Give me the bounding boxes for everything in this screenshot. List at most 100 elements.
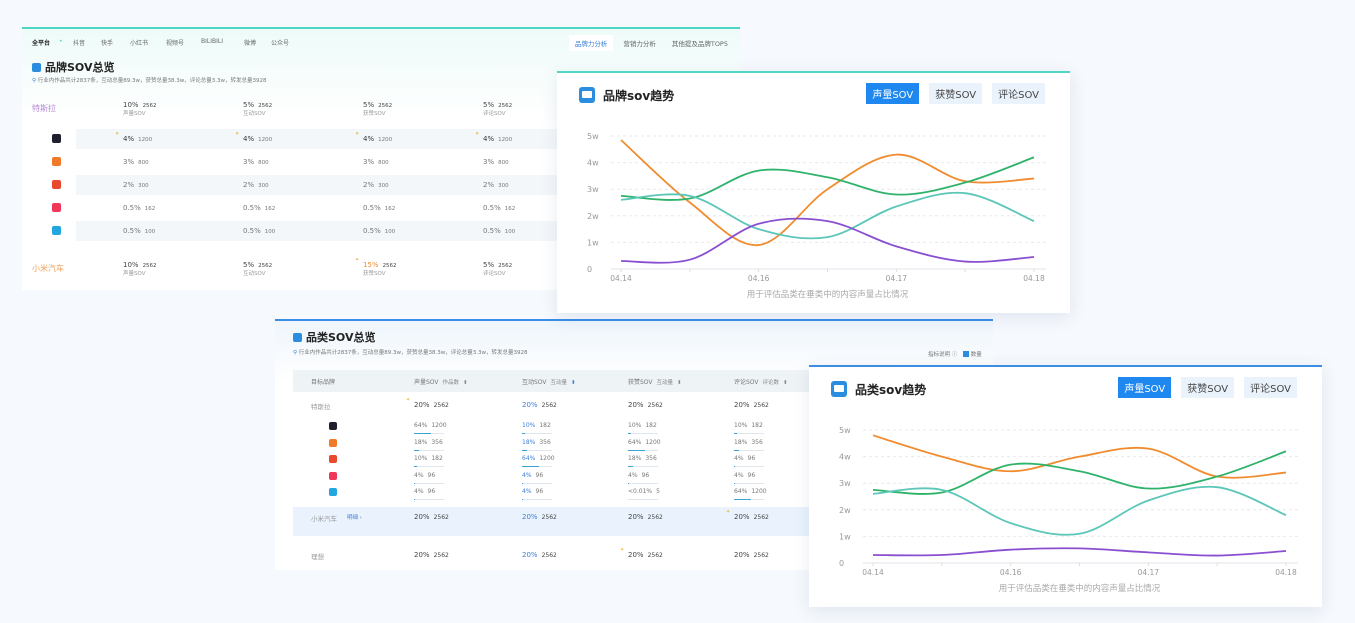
metric-label: 获赞SOV [363,111,386,117]
metric-count: 1200 [431,422,447,429]
metric-label: 互动SOV [243,271,266,277]
y-tick-label: 3w [839,479,851,488]
metric-percent: 10% [414,455,428,462]
metric-percent: 2% [363,181,375,189]
metric-percent: 3% [363,158,375,166]
metric-percent: 10% [123,261,139,269]
nav-kuaishou[interactable]: 快手 [101,40,114,47]
metric-count: 1200 [539,455,555,462]
tab-marketing-power[interactable]: 营销力分析 [623,40,656,48]
column-header[interactable]: 目标品牌 [311,377,335,386]
metric-count: 800 [258,160,269,166]
brand-metric: 20% 2562 [522,513,557,521]
share-bar-fill [628,482,630,484]
platform-metric: 0.5% 162 [363,204,395,212]
sort-icon[interactable]: ⬍ [463,380,468,386]
share-bar [628,449,658,451]
share-bar-fill [734,433,737,434]
nav-all[interactable]: 全平台 [32,40,51,47]
xiaohongshu-icon [52,180,61,189]
weibo-icon [329,471,337,480]
metric-percent: 0.5% [123,227,141,235]
metric-label: 评论SOV [483,111,506,117]
column-header[interactable]: 评论SOV 评论数 ⬍ [734,377,788,386]
brand-metric: 5% 2562 互动SOV [243,101,272,117]
column-header[interactable]: 声量SOV 作品数 ⬍ [414,377,468,386]
xiaohongshu-icon [329,455,337,463]
metric-count: 300 [258,183,269,189]
brand-metric: 20% 2562 [734,551,769,559]
nav-bilibili[interactable]: BILIBILI [201,38,223,45]
quantity-label: 数量 [970,352,982,358]
platform-metric: ✦ 4% 1200 [235,132,272,144]
metric-count: 2562 [433,552,449,559]
metric-count: 2562 [142,263,157,269]
metric-count: 2562 [382,263,397,269]
column-header[interactable]: 获赞SOV 互动量 ⬍ [628,377,682,386]
metric-explanation-link[interactable]: 指标说明 ⓘ [928,352,958,358]
metric-count: 96 [641,471,650,479]
metric-percent: 0.5% [243,227,261,235]
metric-percent: 0.5% [483,204,501,212]
metric-percent: 64% [734,488,748,495]
metric-percent: 10% [734,422,748,429]
column-header[interactable]: 互动SOV 互动量 ⬍ [522,377,576,386]
platform-metric: 10% 182 [522,422,551,429]
sort-icon[interactable]: ⬍ [677,380,682,386]
volume-sov-button[interactable]: 声量SOV [866,83,920,104]
metric-percent: 0.5% [363,204,381,212]
share-bar [734,449,764,451]
metric-count: 2562 [433,402,449,409]
share-bar-fill [522,499,524,500]
tab-brand-power[interactable]: 品牌力分析 [568,35,614,51]
sort-icon[interactable]: ⬍ [783,380,788,386]
likes-sov-button[interactable]: 获赞SOV [1181,377,1235,398]
metric-count: 300 [498,183,509,189]
y-tick-label: 0 [587,265,592,274]
category-trend-chart: 0 1w 2w 3w 4w 5w 04.14 04.16 04.17 04.18 用于评估品类在垂类… [839,426,1298,594]
detail-link[interactable]: 明细 › [347,515,362,521]
nav-shipinhao[interactable]: 视频号 [166,40,185,47]
category-sov-title: 品类SOV总览 [293,329,376,345]
comments-sov-button[interactable]: 评论SOV [1244,377,1297,398]
brand-metric: ✦ 20% 2562 [406,398,449,410]
nav-gongzhonghao[interactable]: 公众号 [271,40,290,47]
checkbox-icon[interactable] [963,351,969,357]
series-line-green [872,450,1287,495]
share-bar [628,433,658,434]
metric-count: 2562 [753,402,769,409]
x-tick-label: 04.14 [610,274,632,283]
nav-douyin[interactable]: 抖音 [73,40,86,47]
kuaishou-icon [52,157,61,166]
metric-percent: 2% [483,181,495,189]
brand-metric: 5% 2562 互动SOV [243,261,272,277]
platform-metric: <0.01% 5 [628,488,660,495]
share-bar [522,449,552,451]
metric-count: 2562 [258,103,273,109]
share-bar-fill [734,499,751,500]
star-icon: ✦ [355,257,360,263]
metric-percent: 18% [414,438,428,446]
brand-sov-title: 品牌SOV总览 [32,59,115,75]
analysis-tabs: 品牌力分析 营销力分析 其他提及品牌TOP5 [568,35,734,51]
platform-metric: 4% 96 [734,455,755,462]
metric-count: 162 [264,206,276,212]
star-icon: ✦ [115,131,120,137]
likes-sov-button[interactable]: 获赞SOV [929,83,983,104]
tab-other-brands[interactable]: 其他提及品牌TOP5 [671,40,728,48]
platform-metric: 3% 800 [483,158,509,166]
metric-percent: 64% [414,422,428,429]
metric-count: 182 [645,422,657,429]
metric-percent: 0.5% [123,204,141,212]
nav-weibo[interactable]: 微博 [244,40,257,47]
legend: 指标说明 ⓘ 数量 [928,351,982,359]
sort-icon[interactable]: ⬍ [571,380,576,386]
platform-metric: 3% 800 [243,158,269,166]
volume-sov-button[interactable]: 声量SOV [1118,377,1172,398]
comments-sov-button[interactable]: 评论SOV [992,83,1045,104]
metric-count: 182 [539,422,551,429]
platform-metric: 3% 800 [363,158,389,166]
platform-metric: 64% 1200 [522,455,555,462]
share-bar [734,433,764,434]
nav-xiaohongshu[interactable]: 小红书 [130,40,149,47]
